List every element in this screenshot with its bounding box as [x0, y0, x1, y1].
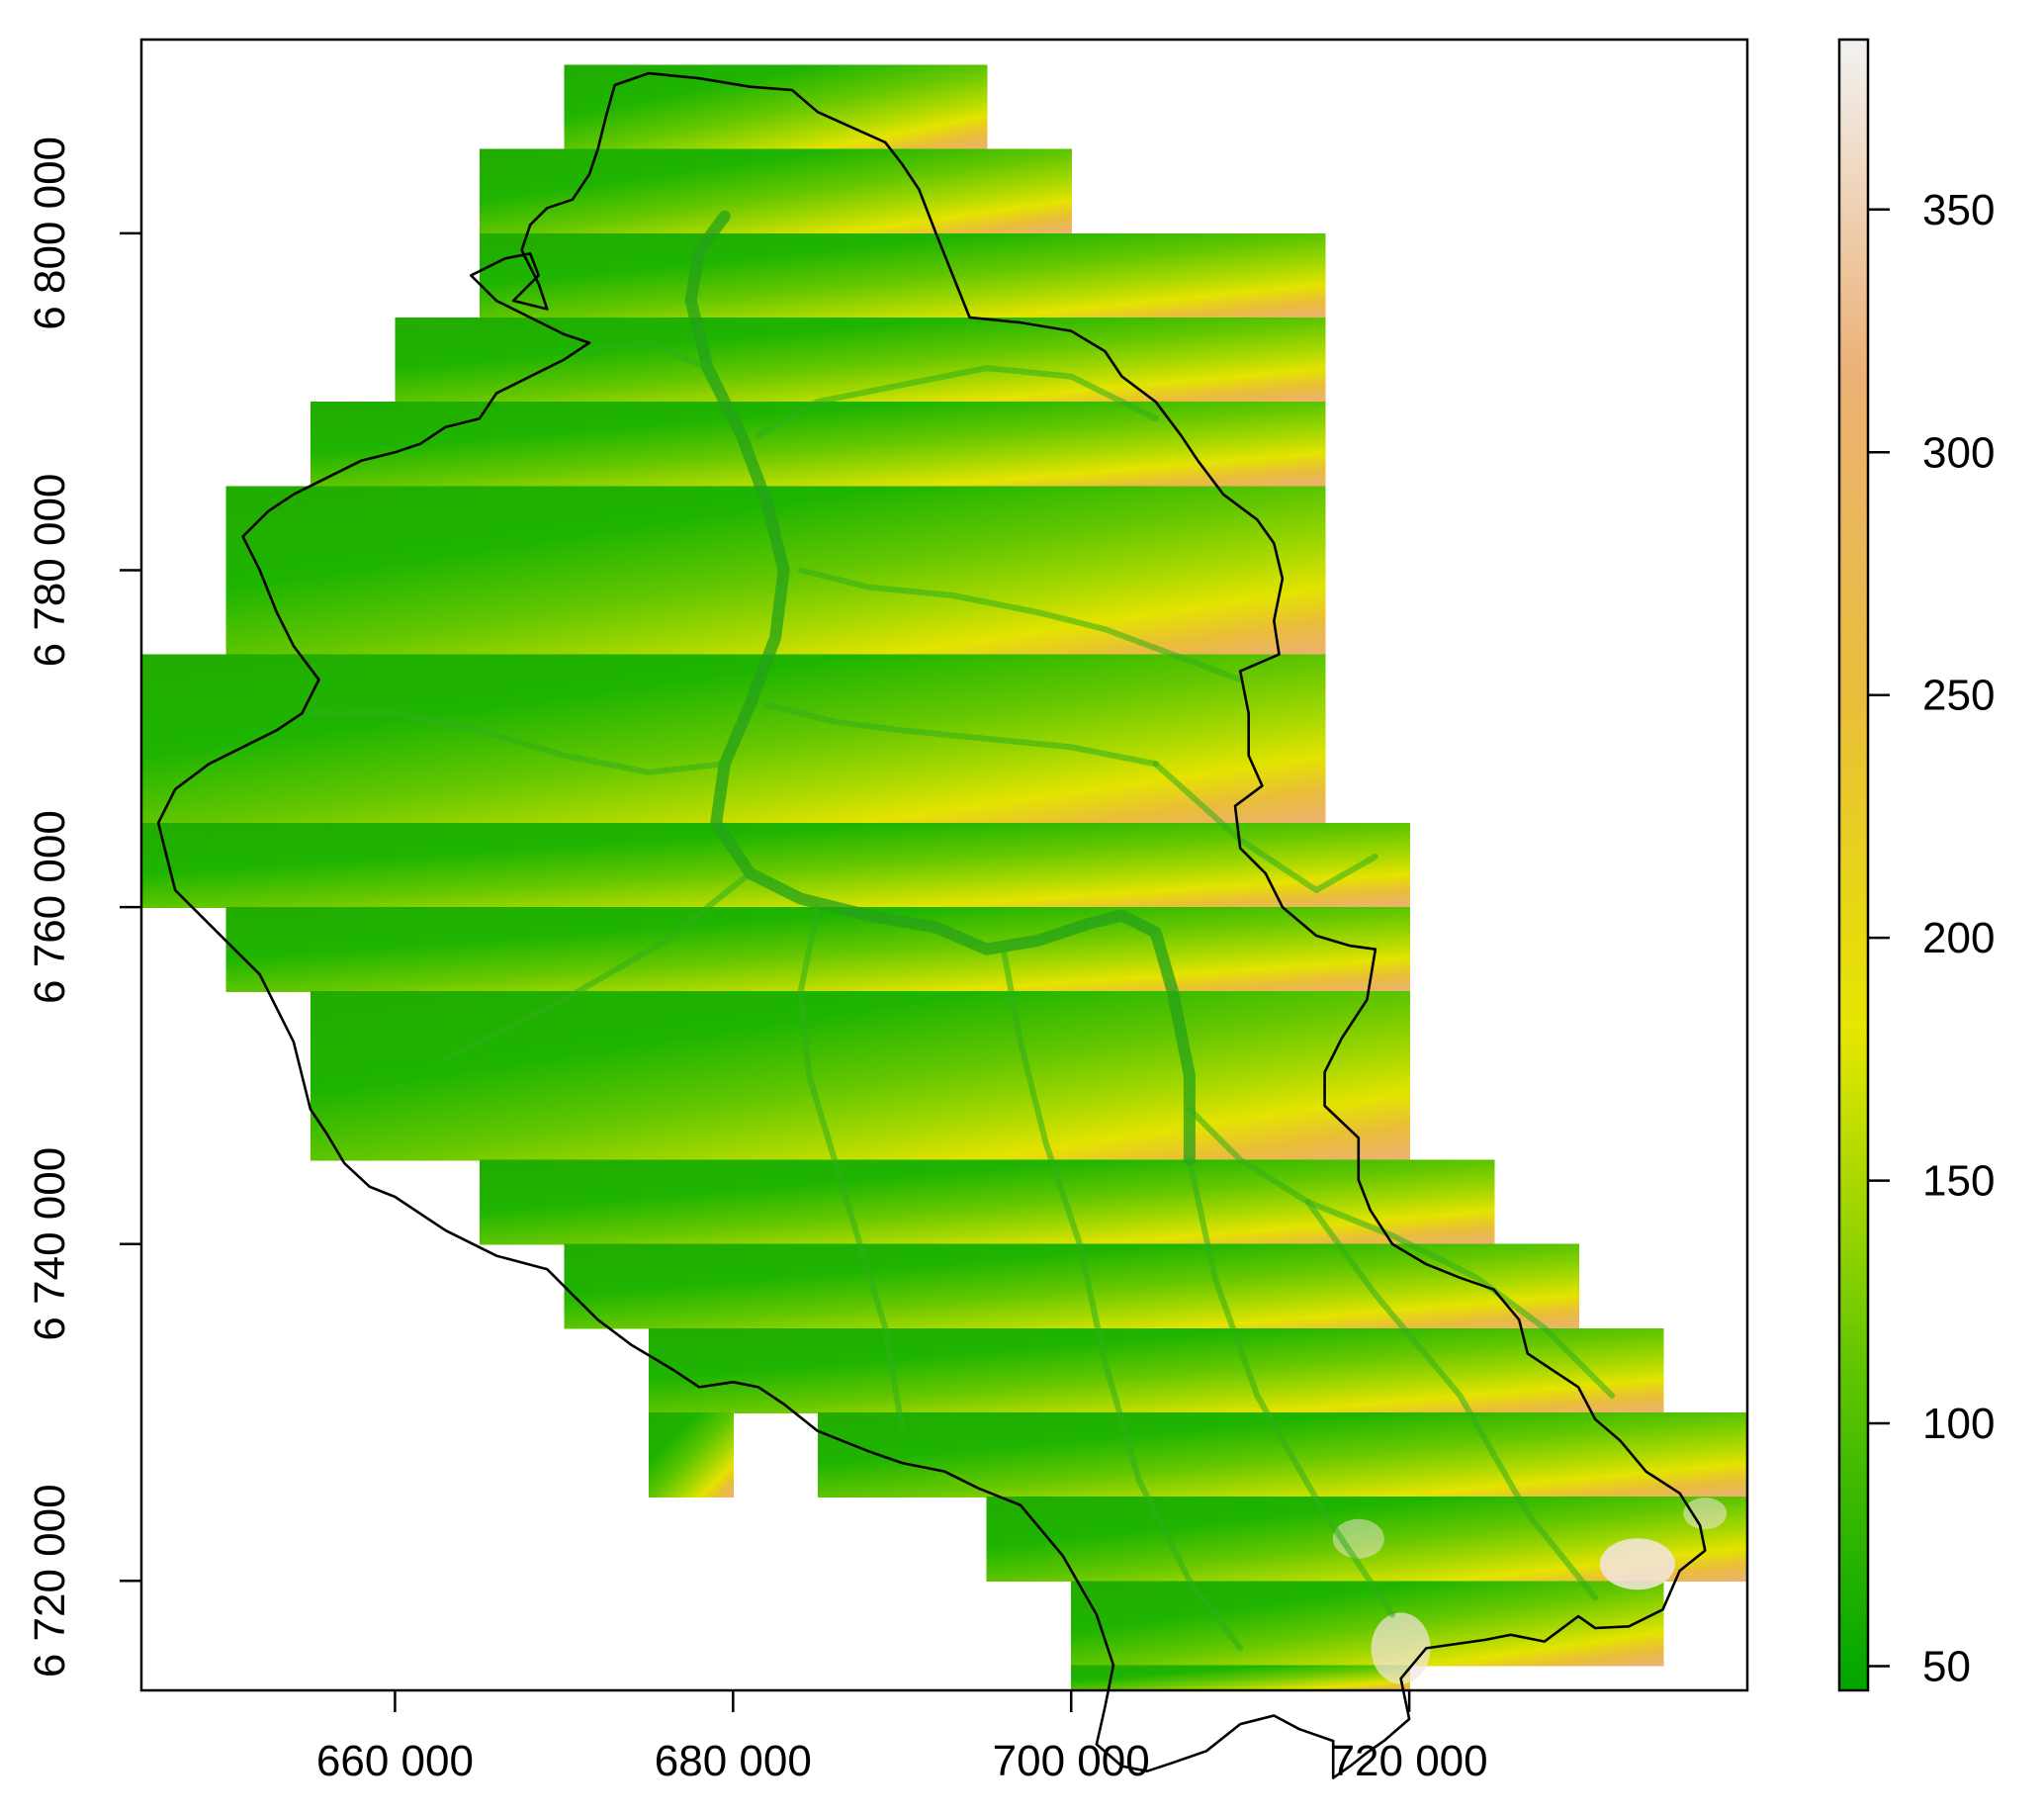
highland-patch: [1599, 1538, 1675, 1590]
watershed-boundary: [156, 71, 1707, 1779]
river: [1186, 1106, 1616, 1399]
river: [578, 339, 711, 372]
x-tick-label: 700 000: [993, 1737, 1150, 1785]
river: [755, 365, 1159, 439]
river: [1152, 761, 1378, 893]
raster-tile: [564, 64, 988, 150]
y-tick-label: 6 720 000: [26, 1484, 74, 1678]
river: [1186, 1156, 1395, 1618]
plot-frame: [139, 38, 1749, 1692]
highland-patch: [1683, 1497, 1728, 1530]
river: [1000, 946, 1244, 1652]
colorbar-axis: 50 100 150 200 250 300 350: [1868, 186, 1995, 1690]
x-axis: 660 000 680 000 700 000 720 000: [316, 1690, 1488, 1785]
river: [797, 567, 1244, 683]
colorbar-tick-label: 300: [1922, 428, 1995, 477]
y-axis: 6 720 000 6 740 000 6 760 000 6 780 000 6 80…: [26, 136, 141, 1678]
y-tick-label: 6 780 000: [26, 474, 74, 668]
raster-tile: [479, 232, 1326, 318]
raster-tile: [310, 991, 1410, 1161]
x-tick-label: 680 000: [655, 1737, 812, 1785]
raster-tile: [564, 1243, 1579, 1329]
y-tick-label: 6 800 000: [26, 136, 74, 330]
raster-tile: [225, 907, 1410, 993]
raster-tile: [817, 1411, 1747, 1497]
colorbar-frame: [1837, 38, 1870, 1692]
y-tick-label: 6 760 000: [26, 810, 74, 1004]
colorbar-tick-label: 150: [1922, 1157, 1995, 1206]
raster-tile: [479, 148, 1073, 234]
colorbar: [1839, 40, 1868, 1690]
river: [797, 904, 906, 1432]
raster-tile: [479, 1159, 1495, 1245]
colorbar-tick-label: 350: [1922, 186, 1995, 234]
highland-patch: [1371, 1612, 1431, 1684]
y-tick-label: 6 740 000: [26, 1147, 74, 1341]
river: [442, 870, 754, 1062]
raster-tile: [1071, 1665, 1410, 1690]
river-network: [307, 210, 1616, 1652]
raster-tile: [1071, 1581, 1664, 1667]
colorbar-tick-label: 50: [1922, 1642, 1971, 1690]
river: [1304, 1199, 1599, 1601]
x-tick-label: 720 000: [1331, 1737, 1488, 1785]
colorbar-tick-label: 100: [1922, 1400, 1995, 1448]
elevation-raster: [141, 64, 1747, 1690]
raster-tile: [141, 822, 1410, 908]
raster-tile: [395, 318, 1326, 403]
colorbar-tick-label: 250: [1922, 672, 1995, 720]
raster-tile: [648, 1327, 1664, 1413]
colorbar-tick-label: 200: [1922, 914, 1995, 962]
raster-tile: [310, 402, 1326, 488]
river: [307, 710, 728, 775]
raster-tile: [648, 1411, 735, 1497]
river: [763, 701, 1159, 768]
x-tick-label: 660 000: [316, 1737, 474, 1785]
